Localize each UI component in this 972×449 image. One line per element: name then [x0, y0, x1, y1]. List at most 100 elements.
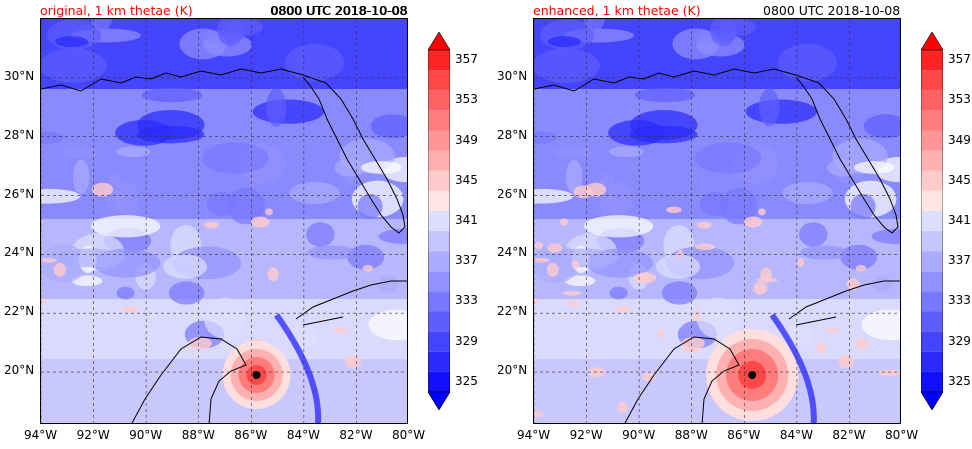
lat-tick-label: 28°N: [497, 127, 528, 142]
thetae-field-patch: [759, 88, 780, 127]
colorbar-segment: [428, 210, 450, 232]
colorbar-segment: [921, 110, 943, 131]
colorbar-segment: [921, 351, 943, 372]
thetae-field-patch: [106, 172, 124, 214]
thetae-field-patch: [202, 142, 269, 174]
colorbar-segment: [428, 110, 450, 131]
yucatan-coastline: [131, 336, 247, 423]
thetae-warm-patch: [753, 281, 768, 295]
thetae-field-patch: [655, 254, 701, 279]
thetae-warm-patch: [562, 290, 582, 296]
thetae-field-patch: [266, 88, 287, 127]
thetae-field-patch: [534, 188, 574, 204]
colorbar-segment: [921, 90, 943, 111]
thetae-field-patch: [863, 114, 900, 139]
storm-center-marker: [252, 370, 261, 379]
thetae-field-patch: [534, 48, 600, 83]
thetae-field-patch: [72, 159, 90, 194]
thetae-warm-patch: [758, 208, 766, 216]
thetae-warm-patch: [122, 305, 139, 313]
colorbar-segment: [428, 190, 450, 211]
thetae-field-patch: [60, 147, 99, 159]
thetae-warm-patch: [41, 257, 57, 263]
lon-tick-label: 94°W: [517, 428, 551, 442]
thetae-warm-patch: [617, 401, 628, 413]
lat-tick-label: 22°N: [4, 304, 35, 319]
colorbar-segment: [428, 130, 450, 151]
thetae-field-patch: [284, 43, 344, 82]
thetae-field-patch: [584, 19, 605, 31]
thetae-field-patch: [137, 109, 205, 140]
colorbar-extend-min: [921, 391, 943, 410]
colorbar-tick-label: 329: [948, 333, 971, 348]
colorbar-tick-label: 329: [455, 333, 478, 348]
thetae-field-patch: [584, 215, 654, 238]
colorbar-tick-label: 325: [948, 373, 971, 388]
thetae-warm-patch: [573, 185, 593, 199]
thetae-field-patch: [661, 281, 698, 305]
colorbar-segment: [921, 251, 943, 272]
thetae-warm-patch: [566, 300, 581, 307]
lon-tick-label: 88°W: [181, 428, 215, 442]
colorbar-tick-label: 357: [948, 52, 971, 67]
thetae-field-patch: [141, 87, 203, 103]
panel-time-enhanced: 0800 UTC 2018-10-08: [763, 3, 901, 18]
thetae-warm-patch: [91, 182, 114, 197]
thetae-warm-patch: [797, 258, 805, 268]
colorbar-segment: [428, 291, 450, 312]
thetae-field-patch: [547, 36, 582, 48]
lon-tick-label: 80°W: [392, 428, 426, 442]
thetae-warm-patch: [345, 355, 362, 369]
colorbar-tick-label: 337: [948, 253, 971, 268]
lon-tick-label: 94°W: [24, 428, 58, 442]
lat-tick-label: 22°N: [497, 304, 528, 319]
thetae-warm-patch: [534, 299, 542, 304]
lat-tick-label: 24°N: [4, 245, 35, 260]
thetae-field-patch: [217, 19, 244, 47]
colorbar-tick-label: 357: [455, 52, 478, 67]
yucatan-coastline: [624, 336, 740, 423]
thetae-warm-patch: [203, 221, 219, 229]
thetae-field-patch: [55, 248, 126, 268]
thetae-field-patch: [777, 43, 837, 82]
thetae-warm-patch: [571, 260, 580, 269]
thetae-field-patch: [91, 215, 161, 238]
colorbar-segment: [921, 311, 943, 332]
lon-tick-label: 90°W: [129, 428, 163, 442]
thetae-field-patch: [534, 131, 557, 145]
thetae-field-patch: [378, 275, 400, 293]
thetae-field-patch: [599, 172, 617, 214]
colorbar-tick-label: 349: [948, 132, 971, 147]
lon-tick-label: 88°W: [674, 428, 708, 442]
colorbar-extend-min: [428, 391, 450, 410]
colorbar-segment: [921, 271, 943, 292]
colorbar-segment: [428, 331, 450, 352]
colorbar-segment: [428, 231, 450, 252]
colorbar-tick-label: 325: [455, 373, 478, 388]
thetae-warm-patch: [615, 305, 632, 313]
rainband: [274, 313, 322, 423]
colorbar-segment: [921, 231, 943, 252]
thetae-field-patch: [360, 161, 402, 174]
colorbar-extend-max: [921, 32, 943, 51]
lon-tick-label: 90°W: [622, 428, 656, 442]
lon-tick-label: 82°W: [339, 428, 373, 442]
thetae-field-patch: [609, 286, 628, 300]
rainband: [769, 313, 817, 423]
thetae-warm-patch: [756, 277, 778, 283]
panel-time: 0800 UTC 2018-10-08: [270, 3, 408, 18]
thetae-field-patch: [41, 48, 107, 83]
thetae-warm-patch: [666, 206, 682, 213]
thetae-warm-patch: [265, 208, 273, 216]
thetae-field-patch: [357, 193, 383, 220]
thetae-field-patch: [719, 187, 758, 225]
thetae-warm-patch: [362, 265, 374, 272]
colorbar-tick-label: 345: [455, 172, 478, 187]
colorbar-segment: [921, 190, 943, 211]
thetae-field-patch: [634, 87, 696, 103]
thetae-warm-patch: [534, 410, 544, 418]
lat-tick-label: 20°N: [497, 363, 528, 378]
lon-tick-label: 84°W: [286, 428, 320, 442]
thetae-warm-patch: [188, 336, 212, 350]
colorbar-segment: [428, 311, 450, 332]
